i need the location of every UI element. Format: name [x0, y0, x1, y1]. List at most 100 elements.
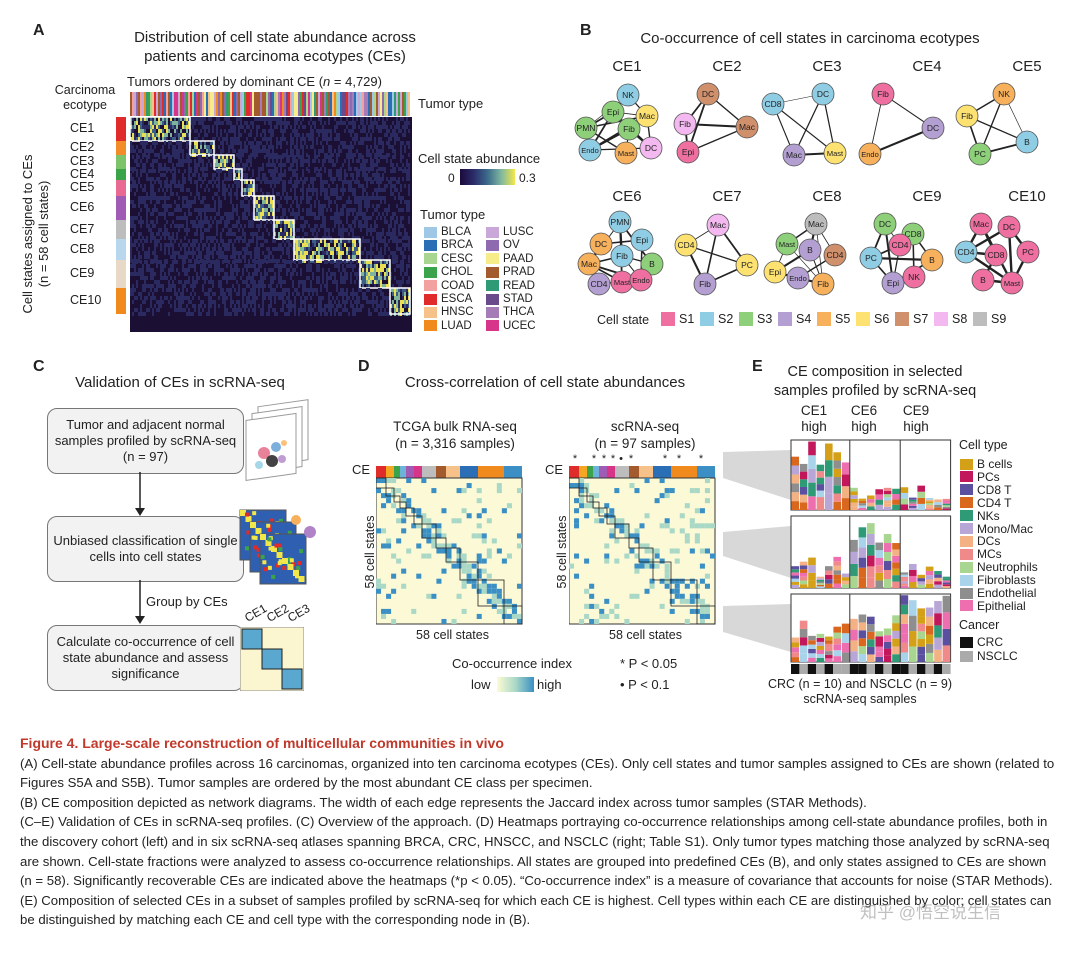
- heatmap-cell: [300, 304, 302, 308]
- heatmap-cell: [244, 308, 246, 312]
- heatmap-cell: [280, 145, 282, 149]
- cooccurrence-cell: [491, 583, 497, 589]
- stacked-heatmap-spot: [246, 530, 251, 535]
- heatmap-cell: [340, 220, 342, 224]
- heatmap-cell: [348, 196, 350, 200]
- heatmap-cell: [276, 137, 278, 141]
- heatmap-cell: [154, 121, 156, 125]
- heatmap-cell: [284, 208, 286, 212]
- heatmap-cell: [402, 296, 404, 300]
- heatmap-cell: [290, 224, 292, 228]
- heatmap-cell: [186, 133, 188, 137]
- heatmap-cell: [348, 208, 350, 212]
- heatmap-cell: [270, 276, 272, 280]
- heatmap-cell: [296, 251, 298, 255]
- heatmap-cell: [266, 149, 268, 153]
- heatmap-cell: [354, 280, 356, 284]
- heatmap-cell: [224, 196, 226, 200]
- heatmap-cell: [244, 180, 246, 184]
- heatmap-cell: [248, 284, 250, 288]
- heatmap-cell: [408, 276, 410, 280]
- heatmap-cell: [280, 284, 282, 288]
- heatmap-cell: [190, 149, 192, 153]
- heatmap-cell: [176, 236, 178, 240]
- heatmap-cell: [140, 220, 142, 224]
- heatmap-cell: [368, 177, 370, 181]
- heatmap-cell: [296, 239, 298, 243]
- heatmap-cell: [310, 133, 312, 137]
- cooccurrence-cell: [679, 513, 685, 519]
- heatmap-cell: [406, 169, 408, 173]
- heatmap-cell: [316, 312, 318, 316]
- heatmap-cell: [290, 228, 292, 232]
- heatmap-cell: [232, 129, 234, 133]
- heatmap-cell: [304, 180, 306, 184]
- heatmap-cell: [282, 133, 284, 137]
- network-node-label: Fib: [817, 279, 829, 289]
- heatmap-cell: [292, 159, 294, 163]
- heatmap-cell: [238, 141, 240, 145]
- heatmap-cell: [274, 264, 276, 268]
- cooccurrence-cell: [431, 543, 437, 549]
- heatmap-cell: [280, 204, 282, 208]
- heatmap-cell: [396, 163, 398, 167]
- heatmap-cell: [324, 232, 326, 236]
- heatmap-cell: [192, 264, 194, 268]
- heatmap-cell: [172, 236, 174, 240]
- heatmap-cell: [134, 192, 136, 196]
- heatmap-cell: [230, 200, 232, 204]
- heatmap-cell: [212, 125, 214, 129]
- significance-marker: *: [602, 453, 607, 465]
- heatmap-cell: [178, 133, 180, 137]
- heatmap-cell: [372, 180, 374, 184]
- heatmap-cell: [274, 184, 276, 188]
- ce-diagonal-block: [413, 515, 423, 525]
- heatmap-cell: [240, 149, 242, 153]
- heatmap-cell: [228, 173, 230, 177]
- heatmap-cell: [392, 133, 394, 137]
- heatmap-cell: [398, 280, 400, 284]
- heatmap-cell: [230, 155, 232, 159]
- heatmap-cell: [160, 236, 162, 240]
- heatmap-cell: [382, 196, 384, 200]
- heatmap-cell: [376, 177, 378, 181]
- heatmap-cell: [382, 300, 384, 304]
- heatmap-cell: [300, 308, 302, 312]
- heatmap-cell: [326, 155, 328, 159]
- heatmap-cell: [306, 247, 308, 251]
- heatmap-cell: [384, 200, 386, 204]
- heatmap-cell: [368, 272, 370, 276]
- heatmap-cell: [290, 149, 292, 153]
- heatmap-cell: [192, 280, 194, 284]
- tumor-type-strip: [382, 92, 384, 116]
- heatmap-cell: [276, 145, 278, 149]
- heatmap-cell: [138, 133, 140, 137]
- heatmap-cell: [304, 296, 306, 300]
- cooccurrence-cell: [674, 588, 680, 594]
- heatmap-cell: [282, 292, 284, 296]
- heatmap-cell: [266, 260, 268, 264]
- heatmap-cell: [182, 177, 184, 181]
- heatmap-cell: [188, 159, 190, 163]
- composition-bar-segment: [833, 493, 841, 502]
- network-node: [673, 112, 697, 136]
- heatmap-cell: [206, 184, 208, 188]
- heatmap-cell: [272, 276, 274, 280]
- heatmap-cell: [236, 141, 238, 145]
- heatmap-cell: [290, 212, 292, 216]
- heatmap-cell: [182, 200, 184, 204]
- heatmap-cell: [188, 228, 190, 232]
- heatmap-cell: [362, 155, 364, 159]
- heatmap-cell: [192, 125, 194, 129]
- heatmap-cell: [214, 137, 216, 141]
- heatmap-cell: [152, 129, 154, 133]
- heatmap-cell: [258, 141, 260, 145]
- cooccurrence-cell: [649, 583, 655, 589]
- heatmap-cell: [232, 243, 234, 247]
- tumor-type-swatch: [486, 266, 499, 278]
- heatmap-cell: [352, 308, 354, 312]
- cooccurrence-cell: [376, 583, 382, 589]
- heatmap-cell: [310, 268, 312, 272]
- cooccurrence-cell: [381, 503, 387, 509]
- heatmap-cell: [184, 308, 186, 312]
